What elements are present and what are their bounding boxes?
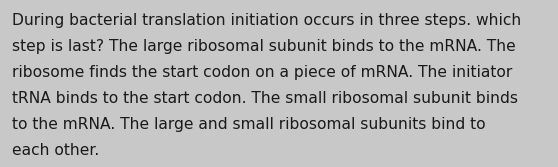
Text: step is last? The large ribosomal subunit binds to the mRNA. The: step is last? The large ribosomal subuni… bbox=[12, 39, 516, 54]
Text: ribosome finds the start codon on a piece of mRNA. The initiator: ribosome finds the start codon on a piec… bbox=[12, 65, 513, 80]
Text: to the mRNA. The large and small ribosomal subunits bind to: to the mRNA. The large and small ribosom… bbox=[12, 117, 486, 132]
Text: tRNA binds to the start codon. The small ribosomal subunit binds: tRNA binds to the start codon. The small… bbox=[12, 91, 518, 106]
Text: During bacterial translation initiation occurs in three steps. which: During bacterial translation initiation … bbox=[12, 13, 522, 28]
Text: each other.: each other. bbox=[12, 143, 99, 158]
